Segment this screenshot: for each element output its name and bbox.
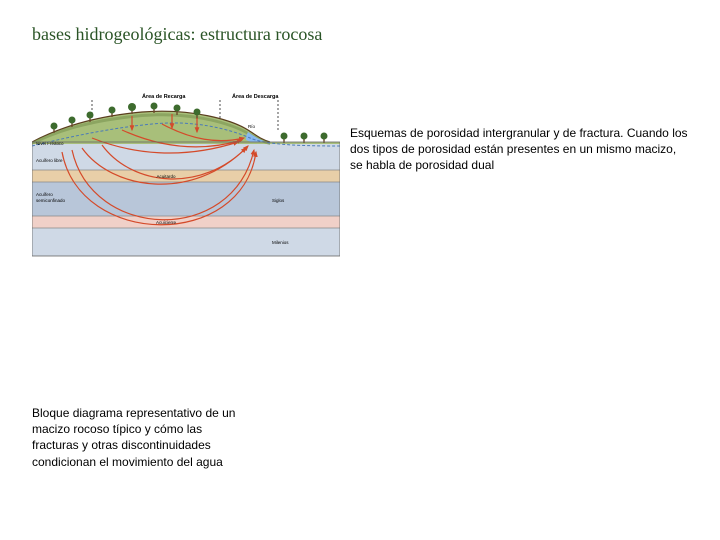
bottom-caption: Bloque diagrama representativo de un mac… <box>32 405 252 470</box>
right-caption: Esquemas de porosidad intergranular y de… <box>350 125 690 174</box>
label-libre: Acuífero libre <box>36 158 63 163</box>
label-milenios: Milenios <box>272 240 289 245</box>
label-acuitardo: Acuitardo <box>156 174 176 179</box>
layer-semiconfinado <box>32 182 340 216</box>
diagram-svg: Área de Recarga Área de Descarga Río <box>32 90 340 260</box>
layer-bottom <box>32 228 340 256</box>
layer-acuitardo <box>32 170 340 182</box>
label-acuicierre: Acuicierre <box>156 220 177 225</box>
label-siglos: Siglos <box>272 198 285 203</box>
label-semiconfinado-l2: semiconfinado <box>36 198 66 203</box>
label-recarga: Área de Recarga <box>142 93 186 100</box>
label-rio: Río <box>248 124 256 129</box>
label-descarga: Área de Descarga <box>232 93 279 100</box>
slide-title: bases hidrogeológicas: estructura rocosa <box>32 24 322 45</box>
cross-section-diagram: Área de Recarga Área de Descarga Río <box>32 90 340 260</box>
label-semiconfinado-l1: Acuífero <box>36 192 53 197</box>
